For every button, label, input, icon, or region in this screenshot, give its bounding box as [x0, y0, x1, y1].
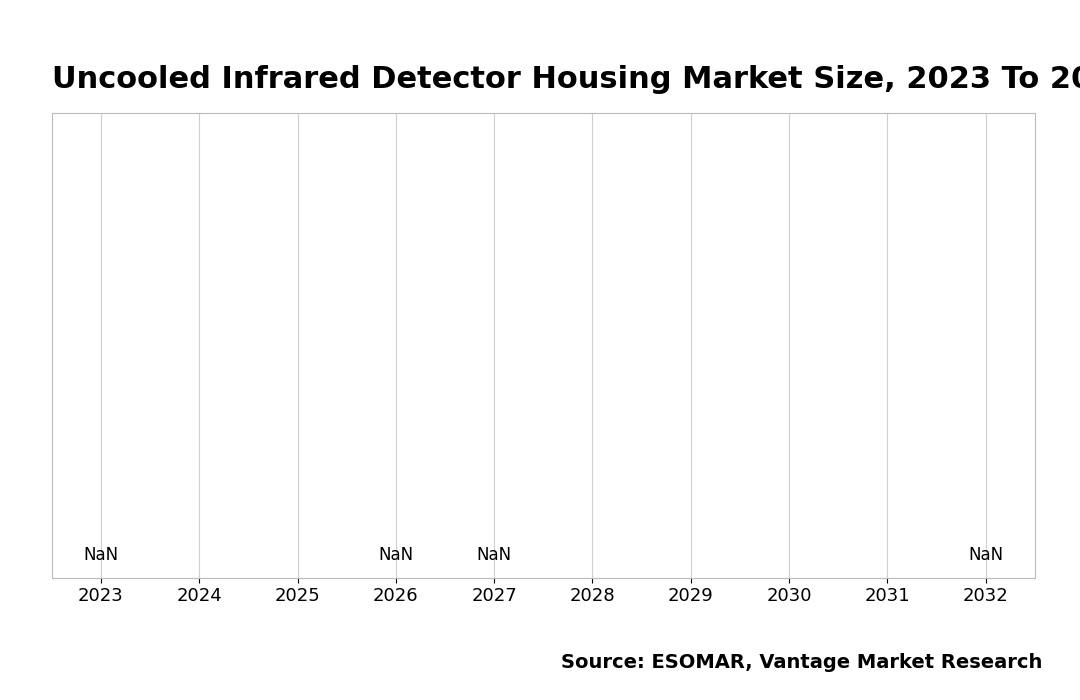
Text: NaN: NaN: [83, 545, 119, 564]
Text: NaN: NaN: [476, 545, 512, 564]
Text: Uncooled Infrared Detector Housing Market Size, 2023 To 2032 (USD Million): Uncooled Infrared Detector Housing Marke…: [52, 65, 1080, 94]
Text: NaN: NaN: [968, 545, 1003, 564]
Text: Source: ESOMAR, Vantage Market Research: Source: ESOMAR, Vantage Market Research: [561, 653, 1042, 672]
Text: NaN: NaN: [378, 545, 414, 564]
